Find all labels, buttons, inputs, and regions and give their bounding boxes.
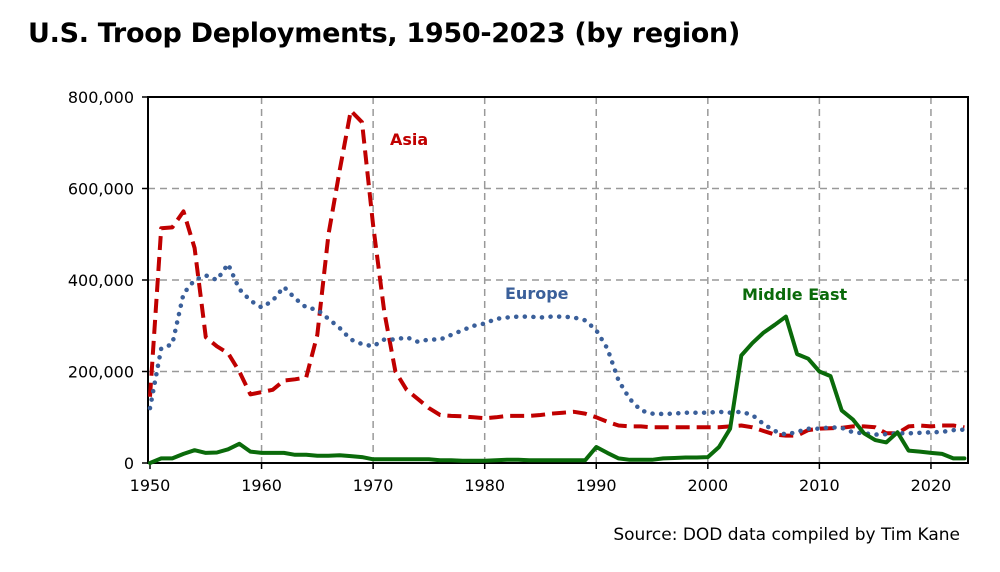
x-tick-label: 1970 [353,476,394,495]
series-line-middle-east [148,314,967,465]
y-tick-label: 200,000 [68,363,134,382]
plot-frame [147,96,969,464]
series-line-asia [148,108,965,438]
series-label-asia: Asia [390,130,428,149]
y-tick-label: 800,000 [68,88,134,107]
x-tick-label: 1980 [464,476,505,495]
y-tick-label: 0 [124,454,134,473]
x-tick-label: 2010 [799,476,840,495]
y-tick-label: 600,000 [68,180,134,199]
source-note: Source: DOD data compiled by Tim Kane [613,525,960,545]
series-line-europe [147,261,967,437]
series-label-middle-east: Middle East [742,285,847,304]
x-tick-label: 2020 [911,476,952,495]
x-tick-label: 2000 [687,476,728,495]
y-tick-label: 400,000 [68,271,134,290]
x-tick-label: 1990 [576,476,617,495]
series-label-europe: Europe [505,284,569,303]
chart-title: U.S. Troop Deployments, 1950-2023 (by re… [28,18,741,49]
x-tick-label: 1960 [241,476,282,495]
x-tick-label: 1950 [130,476,171,495]
